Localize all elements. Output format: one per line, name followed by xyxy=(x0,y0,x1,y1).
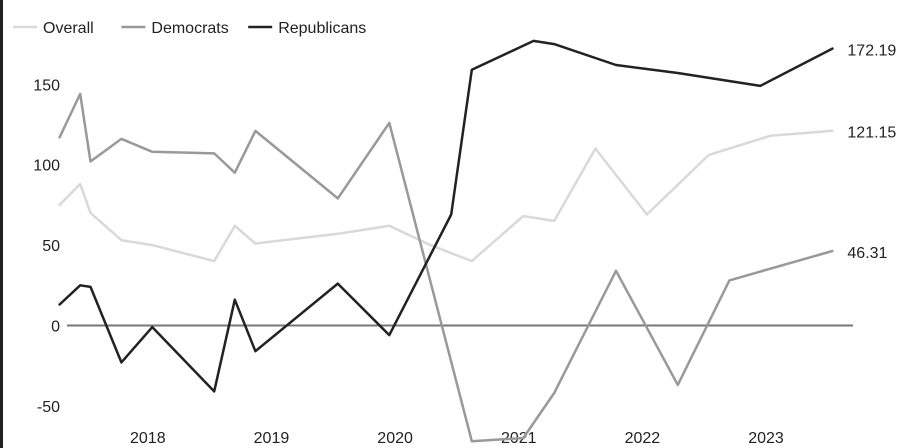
end-label-republicans: 172.19 xyxy=(847,43,896,60)
y-tick-label: 50 xyxy=(42,238,60,255)
series-lines xyxy=(58,39,834,443)
y-tick-label: 0 xyxy=(51,318,60,335)
line-chart: Overall Democrats Republicans 150 100 50 0 -50… xyxy=(13,20,896,447)
x-tick-label: 2020 xyxy=(377,430,413,447)
y-tick-label: -50 xyxy=(37,399,60,416)
end-labels: 121.15 46.31 172.19 xyxy=(847,43,896,262)
x-tick-label: 2018 xyxy=(130,430,166,447)
x-tick-label: 2023 xyxy=(748,430,784,447)
y-tick-label: 150 xyxy=(33,77,60,94)
legend: Overall Democrats Republicans xyxy=(13,20,366,37)
series-line-overall xyxy=(58,129,834,263)
x-axis: 2018 2019 2020 2021 2022 2023 xyxy=(130,430,784,447)
end-label-democrats: 46.31 xyxy=(847,245,887,262)
legend-label-overall: Overall xyxy=(43,20,94,37)
legend-label-republicans: Republicans xyxy=(278,20,366,37)
series-line-republicans xyxy=(58,39,834,393)
y-axis: 150 100 50 0 -50 xyxy=(33,77,60,416)
y-tick-label: 100 xyxy=(33,158,60,175)
x-tick-label: 2019 xyxy=(254,430,290,447)
x-tick-label: 2022 xyxy=(625,430,661,447)
end-label-overall: 121.15 xyxy=(847,125,896,142)
series-line-democrats xyxy=(58,92,834,443)
legend-label-democrats: Democrats xyxy=(151,20,228,37)
